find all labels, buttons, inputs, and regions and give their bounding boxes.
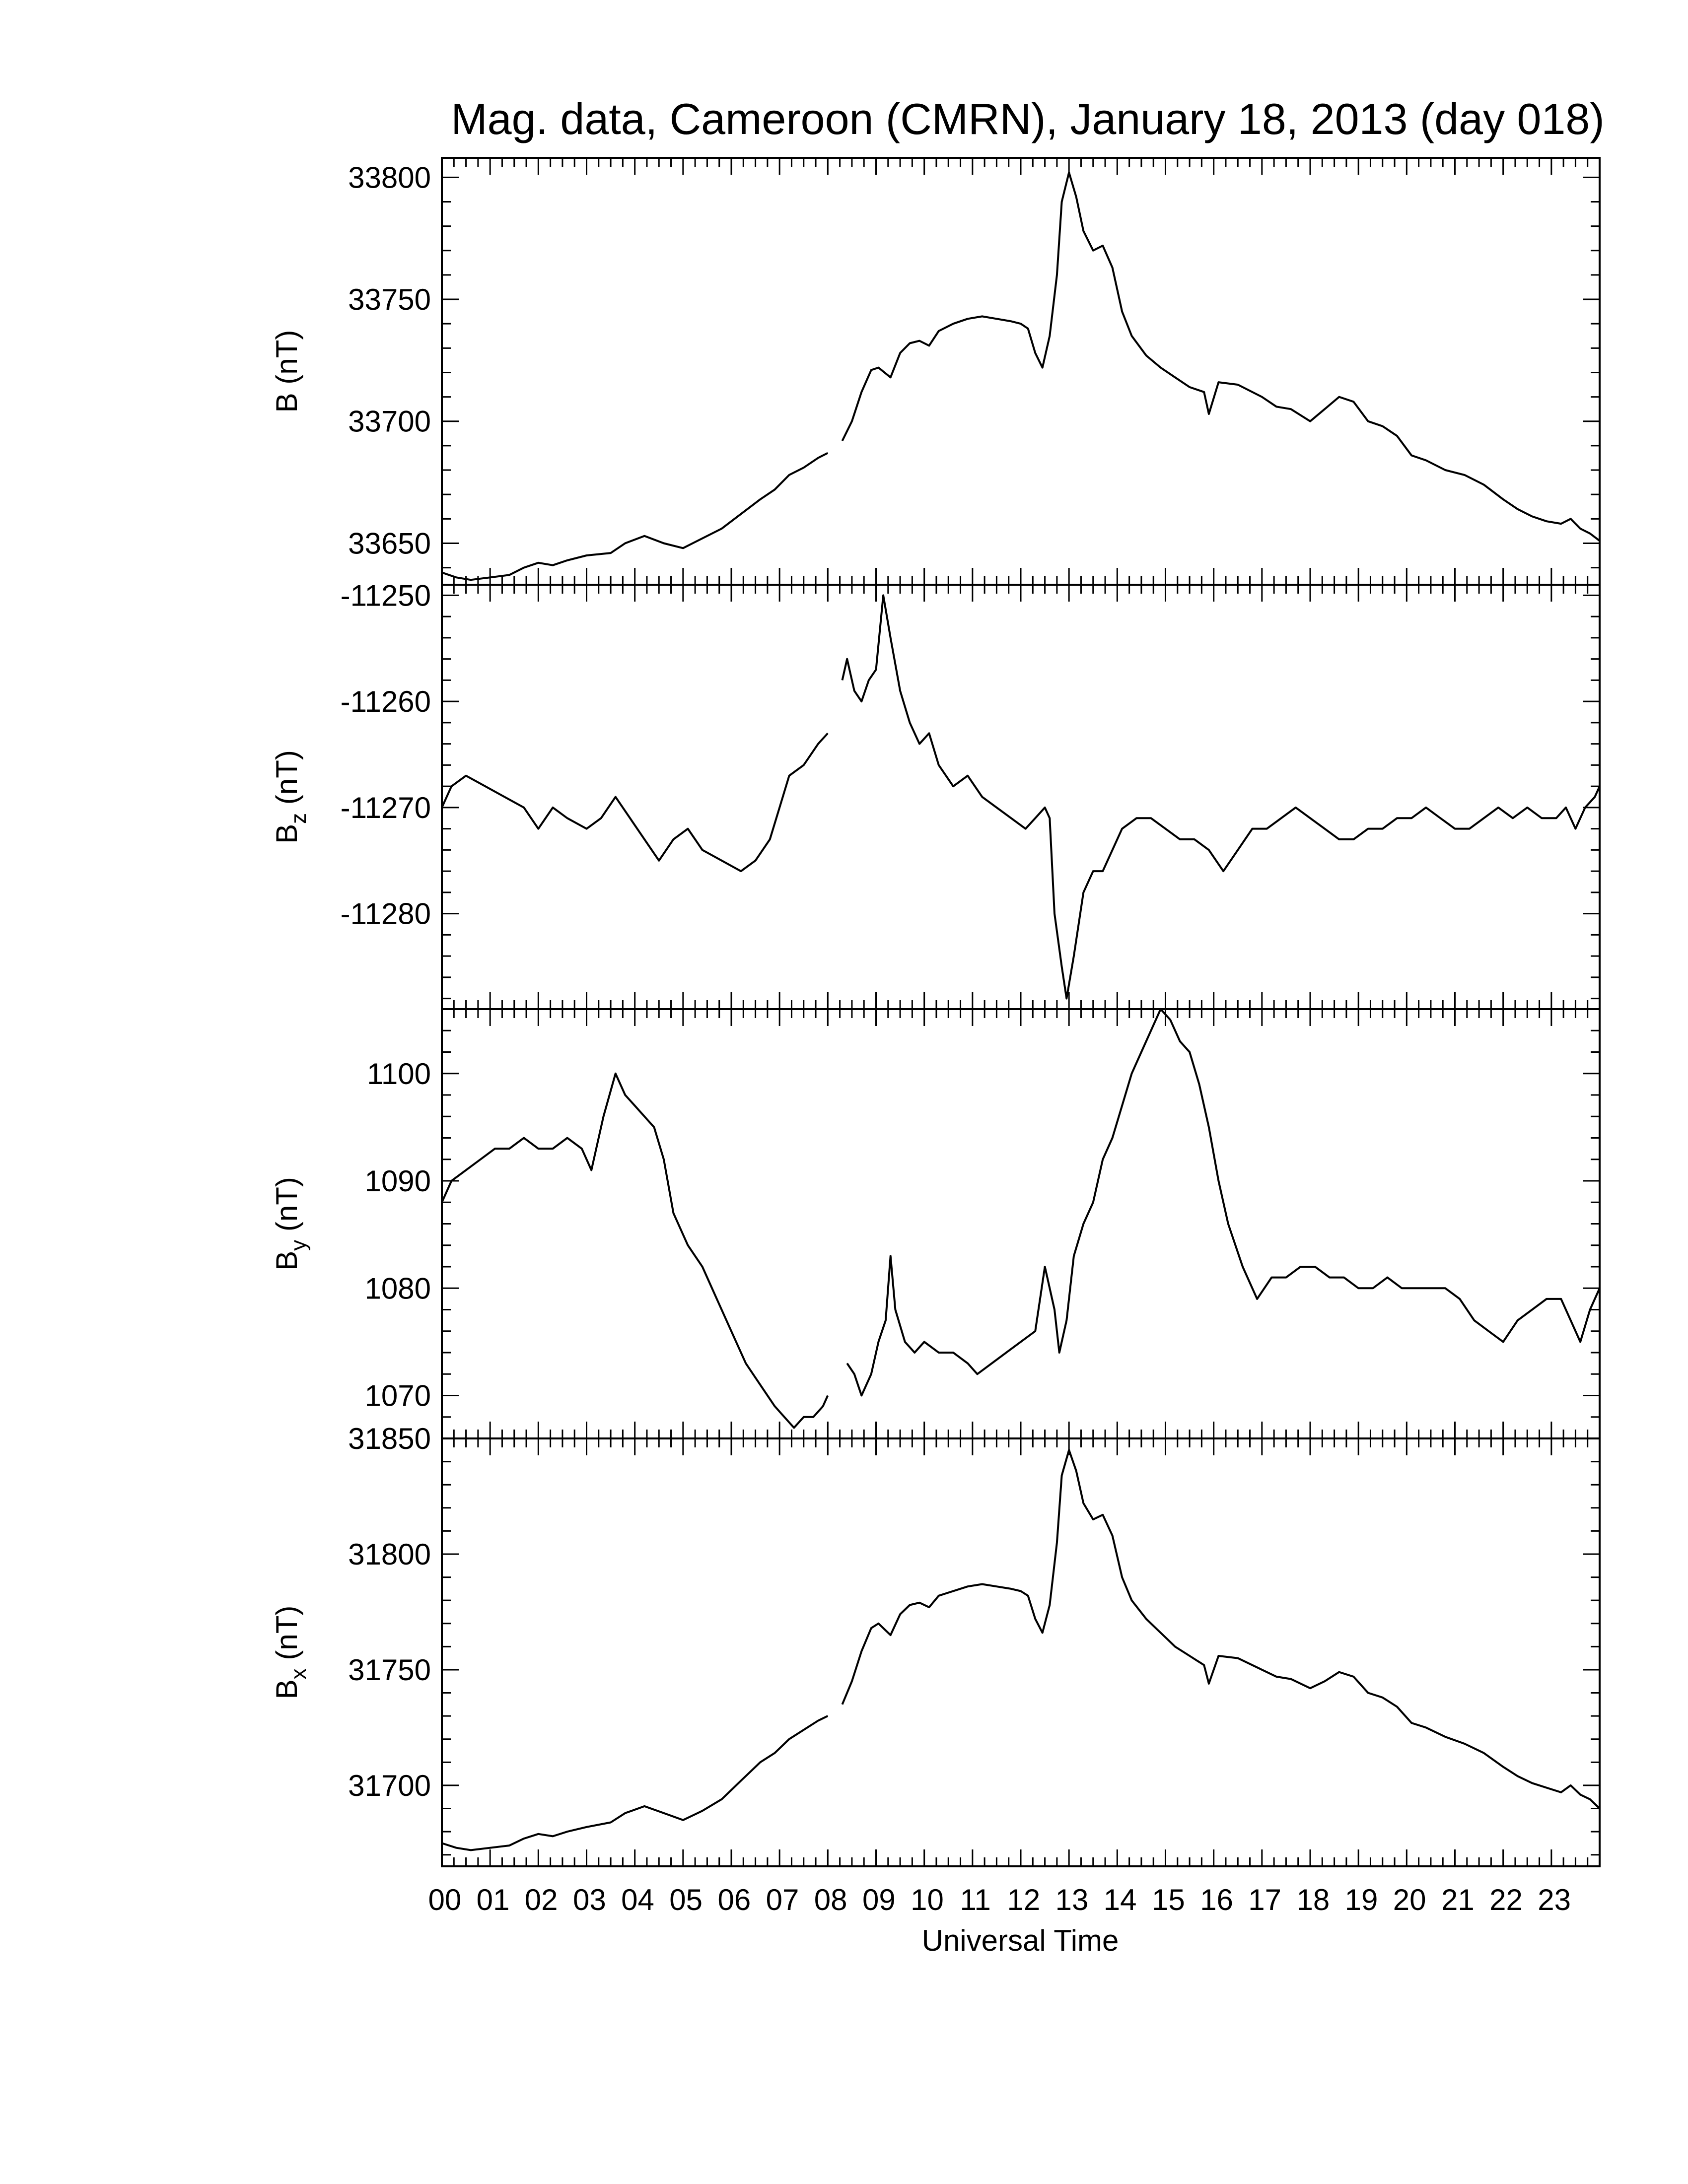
x-tick-label: 15 [1152,1883,1185,1916]
series-line-1-1 [441,171,1601,581]
y-axis-label: B (nT) [270,330,303,413]
x-axis-label: Universal Time [922,1924,1119,1957]
x-tick-label: 04 [621,1883,654,1916]
y-tick-label: -11280 [341,897,431,931]
x-tick-label: 09 [862,1883,896,1916]
y-tick-label: 1090 [365,1164,431,1198]
y-tick-label: 31750 [348,1653,431,1687]
series-line-3-1 [441,1008,1601,1429]
y-tick-label: -11260 [341,685,431,718]
panel-2: -11250 -11260 -11270 -11280 Bz (nT) [270,579,1601,1010]
y-tick-label: -11250 [341,579,431,612]
y-tick-label: 33800 [348,161,431,194]
x-tick-label: 03 [573,1883,606,1916]
panel-1: 33650 33700 33750 33800 B (nT) [270,157,1601,586]
y-tick-label: 33700 [348,405,431,438]
y-tick-label: 1100 [367,1057,431,1091]
x-tick-label: 11 [960,1883,991,1916]
y-tick-label: -11270 [341,791,431,824]
y-tick-label: 1080 [365,1272,431,1305]
x-tick-label: 02 [525,1883,558,1916]
y-tick-label: 33750 [348,283,431,316]
x-tick-label: 01 [477,1883,510,1916]
x-tick-label: 10 [911,1883,944,1916]
x-tick-label: 20 [1393,1883,1426,1916]
panel-frame [441,1437,1601,1867]
y-tick-label: 31800 [348,1538,431,1571]
y-tick-label: 31700 [348,1769,431,1802]
x-tick-label: 06 [717,1883,751,1916]
x-tick-label: 23 [1538,1883,1571,1916]
panel-3: 1070 1080 1090 1100 By (nT) [270,1008,1601,1439]
x-tick-label: 12 [1007,1883,1040,1916]
x-tick-label: 22 [1489,1883,1523,1916]
x-tick-label: 19 [1345,1883,1378,1916]
y-axis-label: By (nT) [270,1177,311,1271]
x-tick-label: 17 [1248,1883,1281,1916]
x-tick-label: 21 [1441,1883,1475,1916]
panel-4: 31700 31750 31800 31850 Bx (nT) [270,1422,1601,1867]
series-line-2-1 [441,594,1601,1000]
y-tick-label: 33650 [348,527,431,560]
y-tick-label: 31850 [348,1422,431,1455]
chart-title: Mag. data, Cameroon (CMRN), January 18, … [451,94,1604,143]
series-line-4-1 [441,1449,1601,1851]
x-tick-label: 16 [1200,1883,1233,1916]
x-tick-labels: 00 01 02 03 04 05 06 07 08 09 10 11 12 13 14 15 16 17 18 19… [428,1883,1571,1916]
x-tick-label: 07 [766,1883,799,1916]
y-axis-label: Bz (nT) [270,750,311,844]
x-tick-label: 05 [669,1883,703,1916]
x-tick-label: 00 [428,1883,461,1916]
y-axis-label: Bx (nT) [270,1606,311,1700]
x-tick-label: 14 [1104,1883,1137,1916]
x-tick-label: 13 [1055,1883,1089,1916]
x-tick-label: 08 [814,1883,847,1916]
panel-frame [441,157,1601,586]
y-tick-label: 1070 [365,1379,431,1413]
x-tick-label: 18 [1296,1883,1330,1916]
